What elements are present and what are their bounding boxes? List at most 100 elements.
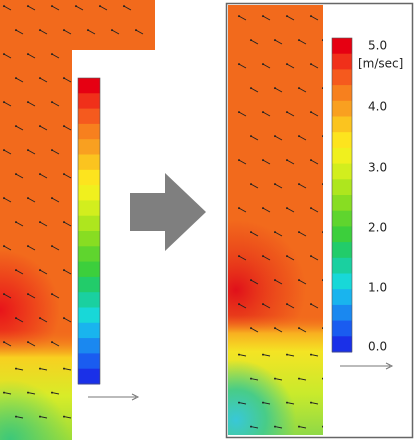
vector-head — [310, 353, 312, 356]
vector — [15, 125, 24, 131]
vector — [87, 29, 96, 35]
vector-head — [27, 341, 29, 344]
vector — [123, 149, 132, 155]
vector — [87, 416, 96, 419]
vector-head — [63, 415, 65, 418]
vector-head — [3, 197, 5, 200]
vector-head — [15, 415, 17, 418]
vector-head — [111, 317, 113, 320]
vector-head — [75, 149, 77, 152]
vector — [3, 149, 12, 155]
vector-head — [111, 415, 113, 418]
vector-head — [262, 255, 264, 258]
vector-head — [286, 111, 288, 114]
vector — [135, 416, 144, 419]
vector-head — [39, 77, 41, 80]
color-band — [78, 276, 100, 293]
vector-head — [51, 341, 53, 344]
vector-head — [111, 221, 113, 224]
vector-head — [15, 269, 17, 272]
vector-head — [250, 279, 252, 282]
vector — [3, 5, 12, 11]
vector — [75, 5, 84, 11]
vector — [27, 245, 36, 251]
color-band — [332, 179, 352, 196]
vector — [111, 125, 120, 131]
vector — [39, 368, 48, 371]
color-band — [332, 257, 352, 274]
color-band — [332, 116, 352, 133]
vector — [262, 354, 271, 357]
vector — [298, 378, 307, 381]
vector — [3, 392, 12, 395]
vector-head — [111, 367, 113, 370]
vector — [298, 327, 307, 333]
vector-head — [51, 391, 53, 394]
vector — [310, 255, 319, 261]
vector-head — [135, 317, 137, 320]
vector — [286, 354, 295, 357]
vector — [75, 53, 84, 59]
vector-head — [262, 401, 264, 404]
vector — [39, 125, 48, 131]
vector — [123, 101, 132, 107]
vector — [99, 101, 108, 107]
vector-head — [135, 125, 137, 128]
vector-head — [135, 415, 137, 418]
vector-head — [75, 101, 77, 104]
vector-head — [298, 231, 300, 234]
vector-head — [51, 5, 53, 8]
vector — [99, 293, 108, 299]
vector-head — [63, 173, 65, 176]
vector-head — [75, 341, 77, 344]
color-band — [78, 200, 100, 217]
vector — [298, 39, 307, 45]
vector — [15, 416, 24, 419]
color-band — [332, 85, 352, 102]
vector — [63, 29, 72, 35]
vector-head — [262, 159, 264, 162]
vector — [3, 293, 12, 299]
vector — [238, 303, 247, 309]
vector — [135, 77, 144, 83]
color-band — [78, 185, 100, 201]
vector — [262, 63, 271, 69]
vector-head — [75, 5, 77, 8]
vector — [63, 368, 72, 371]
vector — [310, 207, 319, 213]
vector-head — [111, 29, 113, 32]
vector-head — [298, 87, 300, 90]
vector-head — [262, 15, 264, 18]
vector-head — [39, 367, 41, 370]
vector — [298, 183, 307, 189]
vector — [274, 39, 283, 45]
vector — [39, 173, 48, 179]
color-band — [78, 215, 100, 232]
vector-head — [27, 53, 29, 56]
vector-head — [111, 173, 113, 176]
vector — [51, 197, 60, 203]
vector — [286, 111, 295, 117]
vector — [15, 368, 24, 371]
vector-head — [99, 391, 101, 394]
scale-arrow-head — [385, 362, 394, 370]
vector — [274, 426, 283, 429]
vector — [274, 135, 283, 141]
vector — [123, 293, 132, 299]
vector — [310, 15, 319, 21]
vector-head — [310, 255, 312, 258]
vector — [135, 29, 144, 35]
vector — [238, 354, 247, 357]
vector — [63, 77, 72, 83]
vector-head — [298, 279, 300, 282]
vector-head — [39, 221, 41, 224]
vector-head — [51, 101, 53, 104]
vector — [274, 87, 283, 93]
vector — [39, 29, 48, 35]
vector-head — [51, 293, 53, 296]
vector — [310, 402, 319, 405]
vector — [63, 125, 72, 131]
vector-head — [15, 77, 17, 80]
vector-head — [111, 269, 113, 272]
vector — [238, 255, 247, 261]
